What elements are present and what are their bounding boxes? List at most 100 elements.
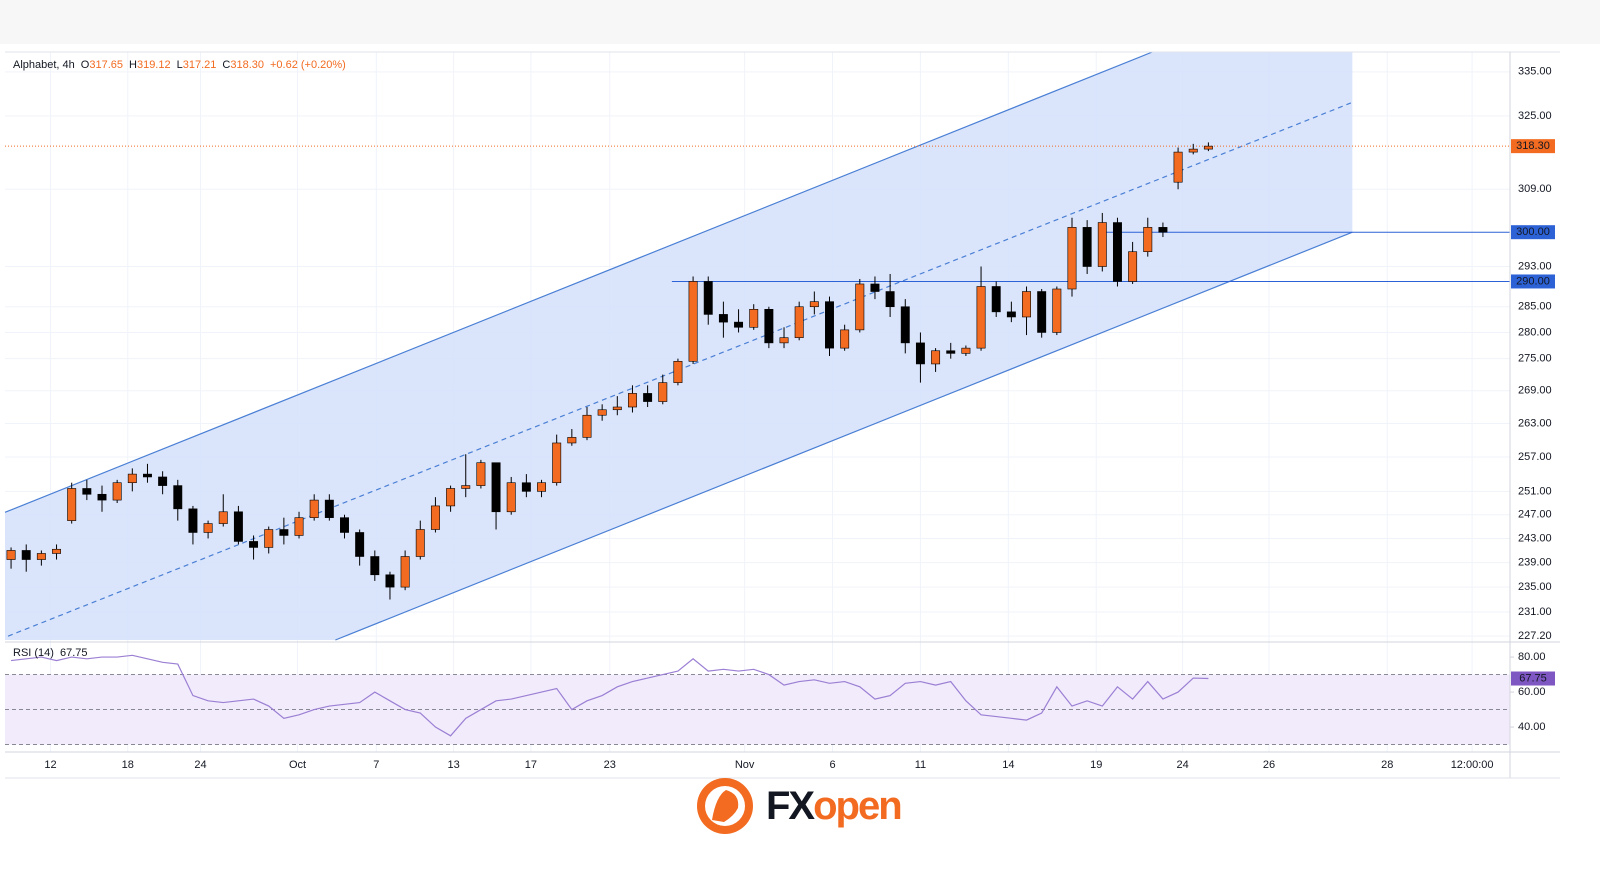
candle-body bbox=[734, 321, 744, 328]
candle-body bbox=[961, 347, 971, 354]
candle-body bbox=[1006, 311, 1016, 318]
x-tick-label: 18 bbox=[122, 759, 134, 771]
y-tick-label: 247.00 bbox=[1518, 509, 1552, 521]
candle-body bbox=[597, 409, 607, 416]
candle-body bbox=[294, 517, 304, 536]
candle-body bbox=[279, 529, 289, 536]
candle-body bbox=[385, 574, 395, 588]
y-tick-label: 251.00 bbox=[1518, 485, 1552, 497]
candle-body bbox=[1082, 227, 1092, 267]
candle-body bbox=[976, 286, 986, 349]
logo-text: FXopen bbox=[766, 784, 901, 828]
candle-body bbox=[627, 393, 637, 408]
candle-body bbox=[991, 286, 1001, 313]
logo-open: open bbox=[813, 784, 901, 828]
candle-body bbox=[233, 511, 243, 542]
y-tick-label: 325.00 bbox=[1518, 110, 1552, 122]
last-price-label: 318.30 bbox=[1516, 140, 1550, 152]
background-layer bbox=[5, 52, 1514, 752]
legend-prefix: C bbox=[222, 59, 230, 71]
candle-body bbox=[203, 523, 213, 533]
candle-body bbox=[1188, 148, 1198, 153]
y-tick-label: 239.00 bbox=[1518, 556, 1552, 568]
x-tick-label: 17 bbox=[525, 759, 537, 771]
candle-body bbox=[82, 488, 92, 495]
candle-body bbox=[324, 499, 334, 518]
level-label: 300.00 bbox=[1516, 226, 1550, 238]
logo-fx: FX bbox=[766, 784, 815, 828]
candle-body bbox=[370, 556, 380, 576]
candle-body bbox=[855, 283, 865, 331]
legend-value: 317.21 bbox=[183, 59, 217, 71]
axis-layer: 335.00 325.00 309.00 293.00 285.00 280.00 275.… bbox=[5, 51, 1560, 779]
legend-prefix: H bbox=[129, 59, 137, 71]
candle-body bbox=[476, 462, 486, 486]
candle-body bbox=[900, 306, 910, 344]
channel-upper bbox=[4, 51, 1153, 513]
y-tick-label: 335.00 bbox=[1518, 66, 1552, 78]
x-tick-label: 24 bbox=[1177, 759, 1189, 771]
candle-body bbox=[491, 462, 501, 513]
rsi-last-label: 67.75 bbox=[1519, 672, 1547, 684]
y-tick-label: 263.00 bbox=[1518, 417, 1552, 429]
candle-body bbox=[112, 482, 122, 501]
candle-body bbox=[582, 414, 592, 438]
candle-body bbox=[825, 301, 834, 349]
candle-body bbox=[36, 553, 46, 560]
candle-body bbox=[658, 382, 668, 402]
candle-body bbox=[264, 529, 274, 548]
candle-body bbox=[340, 517, 349, 533]
candle-body bbox=[703, 281, 713, 315]
rsi-value: 67.75 bbox=[60, 647, 88, 659]
x-tick-label: 28 bbox=[1381, 759, 1393, 771]
x-tick-label: 7 bbox=[373, 759, 379, 771]
candle-body bbox=[158, 476, 168, 486]
candle-body bbox=[794, 306, 804, 338]
legend-prefix: L bbox=[177, 59, 183, 71]
logo-lion bbox=[712, 790, 739, 822]
candle-body bbox=[21, 550, 31, 560]
y-tick-label: 280.00 bbox=[1518, 326, 1552, 338]
candle-body bbox=[915, 342, 925, 365]
candle-body bbox=[188, 508, 198, 533]
level-label: 290.00 bbox=[1516, 275, 1550, 287]
candle-body bbox=[309, 499, 319, 518]
candle-body bbox=[97, 493, 107, 501]
candle-body bbox=[430, 505, 440, 530]
candle-body bbox=[1143, 227, 1153, 253]
candle-body bbox=[779, 337, 789, 344]
candle-body bbox=[946, 350, 956, 354]
candle-body bbox=[1022, 291, 1031, 318]
candle-body bbox=[931, 350, 941, 365]
legend-header: Alphabet, 4h O317.65 H319.12 L317.21 C318.30… bbox=[13, 59, 346, 71]
candle-body bbox=[552, 442, 562, 484]
candle-body bbox=[446, 488, 456, 507]
candle-body bbox=[840, 329, 850, 349]
rsi-title: RSI (14) bbox=[13, 647, 54, 659]
legend-change: +0.62 (+0.20%) bbox=[270, 59, 346, 71]
candle-body bbox=[1052, 288, 1062, 333]
x-tick-label: 12 bbox=[44, 759, 56, 771]
logo: FXopen bbox=[697, 778, 903, 834]
candle-body bbox=[1112, 222, 1122, 282]
x-tick-label: 23 bbox=[604, 759, 616, 771]
rsi-y-tick-label: 80.00 bbox=[1518, 651, 1546, 663]
candle-body bbox=[1173, 151, 1183, 183]
x-tick-label: Nov bbox=[735, 759, 755, 771]
rsi-last-box bbox=[1511, 671, 1555, 686]
candle-body bbox=[52, 548, 61, 554]
y-tick-label: 293.00 bbox=[1518, 260, 1552, 272]
y-tick-label: 227.20 bbox=[1518, 630, 1552, 642]
candle-body bbox=[764, 308, 774, 344]
candle-body bbox=[567, 437, 577, 444]
candle-body bbox=[400, 556, 410, 588]
channel-lower bbox=[335, 231, 1353, 641]
x-tick-label: 26 bbox=[1263, 759, 1275, 771]
candle-body bbox=[6, 550, 16, 560]
candle-body bbox=[355, 532, 365, 557]
legend-value: 319.12 bbox=[137, 59, 171, 71]
y-tick-label: 275.00 bbox=[1518, 353, 1552, 365]
x-tick-label: 6 bbox=[829, 759, 835, 771]
candle-body bbox=[749, 308, 759, 328]
